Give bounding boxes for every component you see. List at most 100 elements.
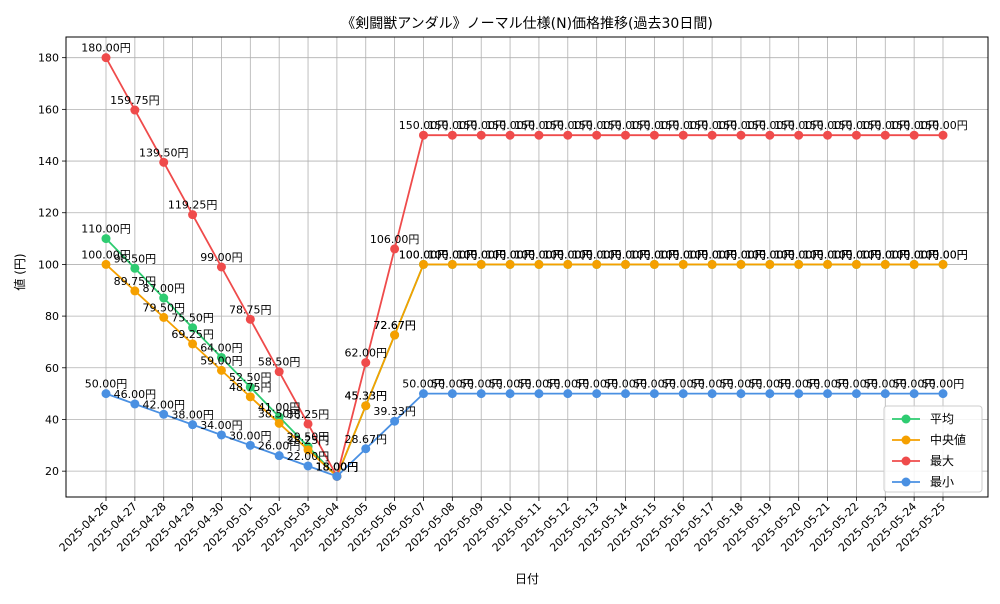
data-point [563,389,573,399]
data-label: 29.50円 [287,431,330,444]
data-label: 50.00円 [518,378,561,391]
data-label: 100.00円 [716,248,766,261]
data-label: 62.00円 [345,347,388,360]
data-label: 100.00円 [745,248,795,261]
series-layer [101,53,948,481]
data-label: 18.00円 [316,460,359,473]
data-label: 150.00円 [399,119,449,132]
data-point [476,130,486,140]
data-point [592,259,602,269]
data-label: 100.00円 [572,248,622,261]
data-point [159,312,169,322]
data-point [794,389,804,399]
data-label: 50.00円 [720,378,763,391]
data-label: 50.00円 [893,378,936,391]
data-label: 50.00円 [85,378,128,391]
data-point [188,323,198,333]
data-label: 22.00円 [287,450,330,463]
data-label: 64.00円 [200,341,243,354]
data-label: 119.25円 [168,199,218,212]
data-point [216,365,226,375]
data-point [880,130,890,140]
data-point [505,130,515,140]
data-point [390,330,400,340]
data-label: 100.00円 [745,248,795,261]
data-label: 100.00円 [456,248,506,261]
data-point [361,401,371,411]
data-label: 100.00円 [399,248,449,261]
data-label: 50.00円 [575,378,618,391]
data-label: 150.00円 [774,119,824,132]
data-label: 50.00円 [489,378,532,391]
data-point [101,53,111,63]
data-point [447,130,457,140]
data-label: 69.25円 [171,328,214,341]
data-point [880,389,890,399]
data-point [823,130,833,140]
data-label: 100.00円 [514,248,564,261]
y-tick-label: 40 [45,413,59,426]
data-label: 26.00円 [258,440,301,453]
data-point [736,130,746,140]
data-label: 150.00円 [918,119,968,132]
plot-frame [65,36,989,498]
data-label: 41.00円 [258,401,301,414]
data-point [794,259,804,269]
data-label: 38.50円 [258,407,301,420]
data-point [159,409,169,419]
data-label: 110.00円 [81,223,131,236]
legend-label: 最小 [930,475,954,489]
data-label: 150.00円 [861,119,911,132]
data-point [938,389,948,399]
data-point [707,389,717,399]
data-point [361,444,371,454]
data-point [736,389,746,399]
data-point [476,259,486,269]
data-label: 50.00円 [460,378,503,391]
data-point [880,259,890,269]
y-tick-label: 160 [38,103,59,116]
data-label: 100.00円 [861,248,911,261]
data-point [188,420,198,430]
data-label: 100.00円 [572,248,622,261]
data-point [188,339,198,349]
data-label: 150.00円 [630,119,680,132]
data-point [909,259,919,269]
data-point [188,210,198,220]
data-point [245,440,255,450]
data-label: 42.00円 [142,398,185,411]
data-point [245,382,255,392]
data-label: 106.00円 [370,233,420,246]
data-label: 50.00円 [749,378,792,391]
data-label: 159.75円 [110,94,160,107]
data-label: 100.00円 [630,248,680,261]
data-point [332,471,342,481]
data-label: 180.00円 [81,42,131,55]
data-label: 150.00円 [832,119,882,132]
y-tick-label: 140 [38,155,59,168]
data-point [130,286,140,296]
data-point [534,389,544,399]
data-label: 100.00円 [861,248,911,261]
data-label: 50.00円 [662,378,705,391]
data-label: 59.00円 [200,354,243,367]
data-point [245,314,255,324]
data-label: 150.00円 [658,119,708,132]
data-label: 45.33円 [345,390,388,403]
data-label: 100.00円 [803,248,853,261]
data-point [216,430,226,440]
data-point [649,259,659,269]
data-label: 150.00円 [456,119,506,132]
data-label: 45.33円 [345,390,388,403]
x-axis-label: 日付 [515,572,539,586]
data-point [216,262,226,272]
data-label: 18.00円 [316,460,359,473]
data-point [447,259,457,269]
data-label: 150.00円 [889,119,939,132]
data-point [592,130,602,140]
data-label: 50.00円 [835,378,878,391]
data-label: 72.67円 [373,319,416,332]
data-label: 100.00円 [456,248,506,261]
data-point [707,130,717,140]
